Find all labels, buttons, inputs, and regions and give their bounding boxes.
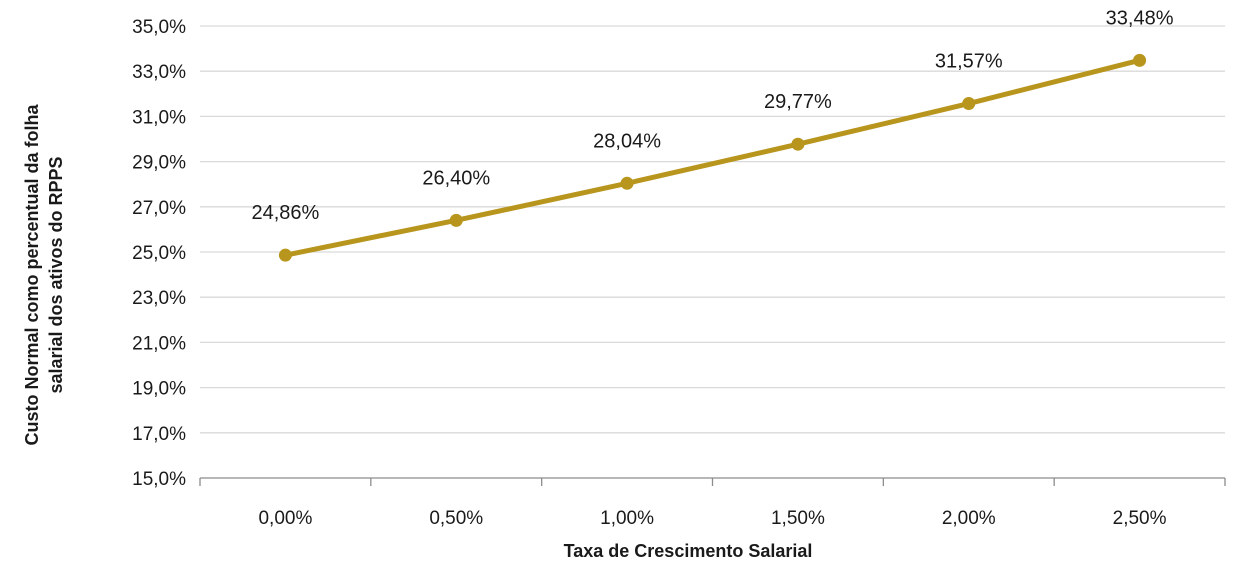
y-axis-title: Custo Normal como percentual da folha sa… [22, 103, 66, 445]
y-axis-title-line-1: Custo Normal como percentual da folha [22, 103, 42, 445]
x-axis-title: Taxa de Crescimento Salarial [564, 541, 813, 561]
y-tick-label: 19,0% [132, 379, 186, 400]
gridlines [200, 25, 1225, 434]
x-tick-label: 2,50% [1113, 508, 1167, 529]
y-tick-label: 25,0% [132, 243, 186, 264]
data-label: 29,77% [764, 91, 832, 113]
x-tick-label: 1,00% [600, 508, 654, 529]
data-point [449, 213, 463, 227]
data-point [278, 248, 292, 262]
x-axis-ticks: 0,00% 0,50% 1,00% 1,50% 2,00% 2,50% [258, 508, 1166, 529]
x-tick-label: 2,00% [942, 508, 996, 529]
series-line [282, 57, 1143, 258]
y-tick-label: 31,0% [132, 107, 186, 128]
data-label: 31,57% [935, 51, 1003, 73]
x-tick-label: 1,50% [771, 508, 825, 529]
data-point [962, 97, 976, 111]
y-tick-label: 33,0% [132, 62, 186, 83]
y-axis-ticks: 15,0% 17,0% 19,0% 21,0% 23,0% 25,0% 27,0% 29,0%… [132, 17, 186, 490]
y-tick-label: 27,0% [132, 198, 186, 219]
y-tick-label: 23,0% [132, 288, 186, 309]
y-tick-label: 15,0% [132, 469, 186, 490]
data-label: 26,40% [422, 167, 490, 189]
data-label: 28,04% [593, 130, 661, 152]
y-tick-label: 21,0% [132, 333, 186, 354]
series-line-group [278, 53, 1147, 262]
data-labels: 24,86% 26,40% 28,04% 29,77% 31,57% 33,48% [251, 7, 1173, 224]
axes [199, 477, 1226, 486]
data-point [791, 137, 805, 151]
x-tick-label: 0,50% [429, 508, 483, 529]
y-tick-label: 35,0% [132, 17, 186, 38]
y-tick-label: 17,0% [132, 424, 186, 445]
data-label: 24,86% [251, 202, 319, 224]
data-point [1133, 53, 1147, 67]
data-label: 33,48% [1106, 7, 1174, 29]
x-tick-label: 0,00% [258, 508, 312, 529]
y-axis-title-line-2: salarial dos ativos do RPPS [46, 156, 66, 393]
data-point [620, 176, 634, 190]
y-tick-label: 29,0% [132, 153, 186, 174]
